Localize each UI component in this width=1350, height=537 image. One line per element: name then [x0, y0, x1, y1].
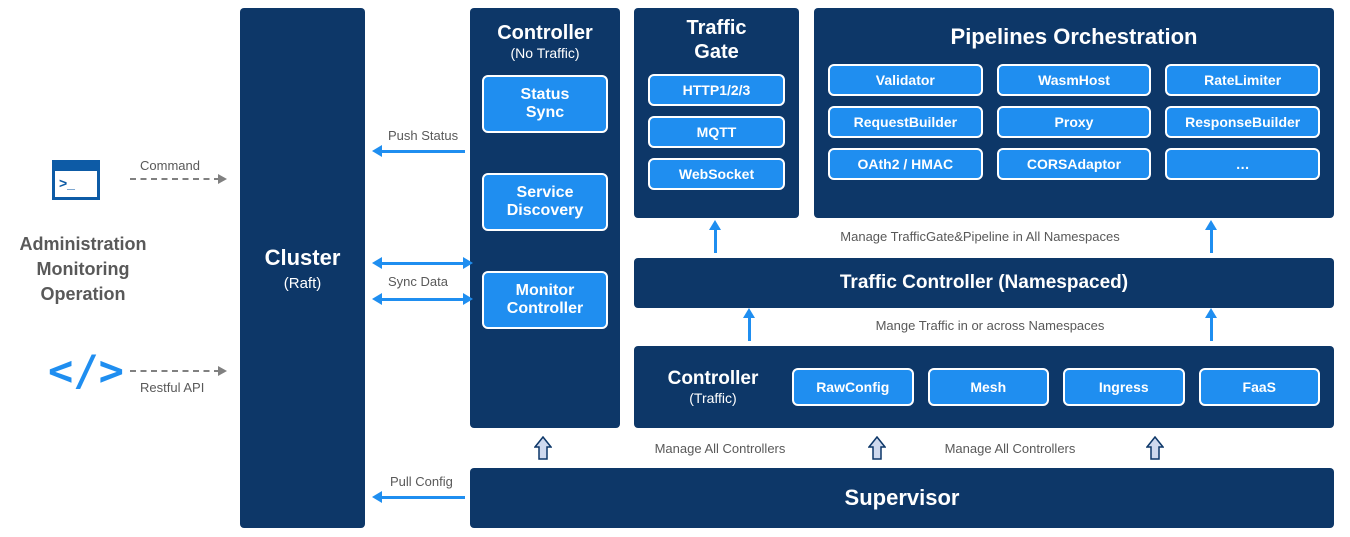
- supervisor-box: Supervisor: [470, 468, 1334, 528]
- up-arrow-tc-left: [748, 316, 751, 341]
- pipe-wasmhost: WasmHost: [997, 64, 1152, 96]
- manage-tg-pipeline-label: Manage TrafficGate&Pipeline in All Names…: [800, 229, 1160, 244]
- traffic-gate-box: Traffic Gate HTTP1/2/3 MQTT WebSocket: [634, 8, 799, 218]
- tg-http: HTTP1/2/3: [648, 74, 785, 106]
- pull-config-label: Pull Config: [390, 474, 453, 489]
- controller-traffic-title: Controller: [648, 368, 778, 390]
- pipe-requestbuilder: RequestBuilder: [828, 106, 983, 138]
- manage-all-left: Manage All Controllers: [630, 441, 810, 456]
- pipe-proxy: Proxy: [997, 106, 1152, 138]
- controller-notraffic-title: Controller: [482, 22, 608, 45]
- pull-config-arrow: [380, 496, 465, 499]
- outline-arrow-3: [1146, 436, 1160, 458]
- monitor-controller-box: Monitor Controller: [482, 271, 608, 329]
- pipe-ratelimiter: RateLimiter: [1165, 64, 1320, 96]
- admin-line2: Monitoring: [37, 259, 130, 279]
- outline-arrow-2: [868, 436, 882, 458]
- pipe-corsadaptor: CORSAdaptor: [997, 148, 1152, 180]
- restful-label: Restful API: [140, 380, 204, 395]
- cluster-title: Cluster: [240, 245, 365, 271]
- code-icon: </>: [48, 350, 124, 392]
- ct-mesh: Mesh: [928, 368, 1050, 406]
- command-label: Command: [140, 158, 200, 173]
- cluster-box: Cluster (Raft): [240, 8, 365, 528]
- cluster-subtitle: (Raft): [240, 275, 365, 292]
- ct-ingress: Ingress: [1063, 368, 1185, 406]
- admin-line3: Operation: [40, 284, 125, 304]
- service-discovery-box: Service Discovery: [482, 173, 608, 231]
- controller-notraffic-box: Controller (No Traffic) Status Sync Serv…: [470, 8, 620, 428]
- pipelines-box: Pipelines Orchestration Validator WasmHo…: [814, 8, 1334, 218]
- pipe-more: …: [1165, 148, 1320, 180]
- outline-arrow-1: [534, 436, 548, 458]
- push-status-arrow: [380, 150, 465, 153]
- ct-rawconfig: RawConfig: [792, 368, 914, 406]
- controller-traffic-box: Controller (Traffic) RawConfig Mesh Ingr…: [634, 346, 1334, 428]
- controller-traffic-subtitle: (Traffic): [648, 390, 778, 406]
- traffic-gate-title: Traffic Gate: [648, 16, 785, 64]
- admin-label: Administration Monitoring Operation: [8, 232, 158, 308]
- status-sync-box: Status Sync: [482, 75, 608, 133]
- tg-mqtt: MQTT: [648, 116, 785, 148]
- up-arrow-tg: [714, 228, 717, 253]
- traffic-controller-title: Traffic Controller (Namespaced): [840, 272, 1128, 294]
- ct-faas: FaaS: [1199, 368, 1321, 406]
- admin-line1: Administration: [19, 234, 146, 254]
- sync-data-label: Sync Data: [388, 274, 448, 289]
- manage-all-right: Manage All Controllers: [920, 441, 1100, 456]
- supervisor-title: Supervisor: [845, 485, 960, 511]
- command-arrow: [130, 178, 220, 180]
- push-status-label: Push Status: [388, 128, 458, 143]
- up-arrow-pipe: [1210, 228, 1213, 253]
- pipe-validator: Validator: [828, 64, 983, 96]
- pipe-oath2: OAth2 / HMAC: [828, 148, 983, 180]
- mange-traffic-label: Mange Traffic in or across Namespaces: [840, 318, 1140, 333]
- pipe-responsebuilder: ResponseBuilder: [1165, 106, 1320, 138]
- controller-notraffic-subtitle: (No Traffic): [482, 45, 608, 61]
- sync-data-arrow-2: [380, 298, 465, 301]
- sync-data-arrow-1: [380, 262, 465, 265]
- pipelines-title: Pipelines Orchestration: [828, 24, 1320, 50]
- traffic-controller-box: Traffic Controller (Namespaced): [634, 258, 1334, 308]
- terminal-icon: >_: [52, 160, 100, 200]
- restful-arrow: [130, 370, 220, 372]
- up-arrow-tc-right: [1210, 316, 1213, 341]
- tg-websocket: WebSocket: [648, 158, 785, 190]
